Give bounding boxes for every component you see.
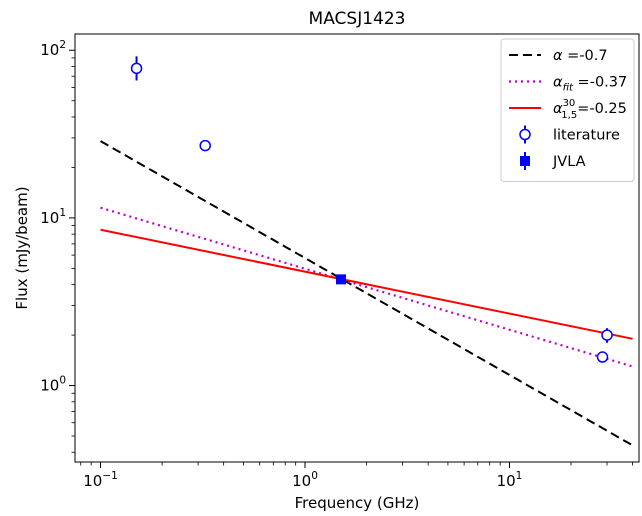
x-tick-label: 101 [497, 470, 523, 490]
series-line-dotted [100, 206, 633, 368]
legend-item: αfit =-0.37 [509, 75, 627, 94]
y-axis-ticks: 100 101 102 [40, 39, 75, 453]
legend-label: α =-0.7 [553, 48, 608, 64]
legend: α =-0.7 αfit =-0.37 α30 1,5=-0.25 literature… [500, 38, 635, 182]
chart-title: MACSJ1423 [309, 9, 406, 29]
plot-area [100, 56, 634, 447]
legend-swatch-open-circle [519, 128, 531, 141]
series-line-solid [100, 228, 633, 340]
legend-item: α30 1,5=-0.25 [509, 98, 627, 121]
y-tick-label: 100 [40, 375, 66, 395]
legend-label: αfit =-0.37 [553, 75, 627, 94]
data-point-literature [130, 62, 143, 75]
x-axis-label: Frequency (GHz) [295, 494, 420, 512]
data-point-literature [199, 139, 211, 152]
y-axis-label: Flux (mJy/beam) [13, 186, 31, 309]
series-line-dashed [100, 140, 634, 447]
y-tick-label: 102 [40, 39, 66, 59]
legend-item: literature [519, 125, 620, 144]
legend-item: JVLA [520, 152, 586, 170]
legend-label: JVLA [552, 154, 586, 170]
legend-swatch-filled-square [520, 156, 530, 166]
legend-box [500, 38, 635, 182]
data-point-jvla [336, 274, 347, 285]
x-axis-ticks: 10−1 100 101 [80, 462, 633, 490]
y-tick-label: 101 [40, 207, 66, 227]
legend-item: α =-0.7 [509, 48, 608, 64]
x-tick-label: 100 [292, 470, 318, 490]
x-tick-label: 10−1 [83, 470, 118, 490]
legend-label: literature [553, 128, 620, 144]
data-point-literature [596, 351, 609, 363]
legend-label: α30 1,5=-0.25 [553, 98, 627, 121]
data-point-literature [601, 329, 613, 341]
plot-frame [74, 33, 640, 463]
